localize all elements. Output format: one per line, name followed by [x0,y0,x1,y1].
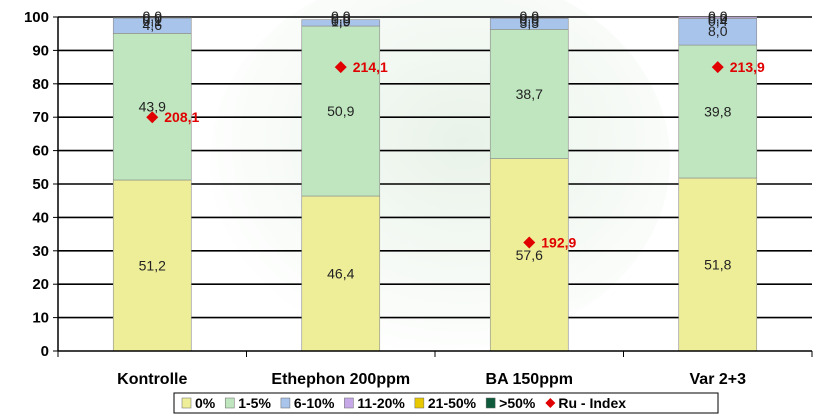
legend-swatch [181,397,192,409]
legend-swatch [414,397,425,409]
ru-index-marker [146,111,159,124]
bar-segment [678,18,758,46]
legend-entry: 0% [195,395,216,411]
data-label: 0,0 [331,11,351,27]
y-tick-label: 20 [32,276,49,293]
ru-index-marker [334,61,347,74]
y-tick-label: 100 [24,9,49,26]
bar-segment [112,179,192,352]
y-tick-label: 10 [32,310,49,327]
data-label: 39,8 [704,104,731,120]
legend-swatch [280,397,291,409]
y-tick-label: 40 [32,209,49,226]
y-tick-label: 70 [32,109,49,126]
data-label: 0,0 [708,11,728,27]
data-label: 38,7 [516,86,543,102]
data-label: 0,1 [143,13,163,29]
data-label: 0,0 [520,13,540,29]
y-tick-label: 90 [32,42,49,59]
ru-index-label: 213,9 [730,59,765,75]
ru-index-marker [711,61,724,74]
x-tick-label: Kontrolle [117,371,187,388]
data-label: 0,0 [143,11,163,27]
data-label: 46,4 [327,266,354,282]
data-label: 4,6 [143,17,163,33]
y-tick-label: 0 [41,343,49,360]
ru-index-label: 192,9 [541,234,576,250]
ru-index-marker [523,236,536,249]
legend-entry: Ru - Index [558,395,626,411]
legend-entry: >50% [499,395,536,411]
ru-index-label: 208,1 [164,109,199,125]
legend-swatch [545,398,556,408]
legend-entry: 11-20% [357,395,405,411]
data-label: 51,8 [704,256,731,272]
legend-entry: 21-50% [428,395,477,411]
ru-index-label: 214,1 [353,59,388,75]
x-tick-label: Var 2+3 [690,371,747,388]
data-label: 0,0 [331,8,351,24]
bar-segment [489,29,569,159]
data-label: 57,6 [516,247,543,263]
x-tick-label: BA 150ppm [486,371,573,388]
y-tick-label: 80 [32,76,49,93]
data-label: 51,2 [139,257,166,273]
data-label: 0,0 [143,8,163,24]
data-label: 50,9 [327,103,354,119]
legend [173,392,719,414]
data-label: 1,9 [331,14,351,30]
data-label: 43,9 [139,99,166,115]
data-label: 0,0 [331,13,351,29]
legend-swatch [485,397,496,409]
bar-segment [301,195,381,352]
legend-entry: 1-5% [238,395,271,411]
bar-segment [678,177,758,352]
data-label: 3,3 [520,15,540,31]
bar-segment [489,158,569,352]
x-tick-label: Ethephon 200ppm [271,371,410,388]
legend-swatch [344,397,354,409]
y-tick-label: 60 [32,143,49,160]
data-label: 8,0 [708,23,728,39]
y-tick-label: 50 [32,176,49,193]
bar-segment [301,19,381,27]
y-tick-label: 30 [32,243,49,260]
legend-swatch [224,397,235,409]
bar-segment [301,25,381,197]
data-label: 0,0 [520,8,540,24]
bar-segment [678,16,758,19]
data-label: 0,4 [708,13,728,29]
data-label: 0,0 [520,11,540,27]
bar-segment [489,18,569,30]
legend-entry: 6-10% [294,395,335,411]
data-label: 0,0 [708,8,728,24]
